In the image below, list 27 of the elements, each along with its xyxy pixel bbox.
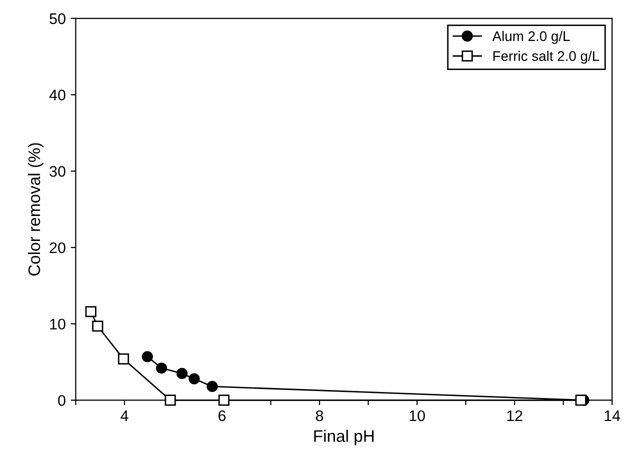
y-tick-label: 40 (49, 90, 66, 100)
point (218, 394, 230, 406)
point (575, 394, 586, 406)
x-tick-label: 4 (120, 410, 128, 421)
point (164, 394, 176, 406)
point (142, 351, 153, 362)
x-axis-title: Final pH (314, 430, 374, 446)
y-tick-label: 20 (50, 242, 66, 254)
point (118, 353, 130, 365)
y-tick-label: 0 (58, 395, 66, 406)
y-tick-label: 30 (50, 166, 66, 177)
x-tick-label: 6 (218, 410, 226, 422)
point (188, 373, 200, 384)
x-tick-label: 8 (316, 410, 324, 422)
point (176, 368, 188, 380)
y-tick-label: 50 (50, 13, 66, 24)
point (156, 362, 168, 374)
y-tick-label: 10 (50, 318, 66, 330)
legend-label: Alum 2.0 g/L (492, 30, 570, 44)
y-axis-title: Color removal (%) (28, 143, 44, 276)
point (206, 380, 218, 392)
legend-label: Ferric salt 2.0 g/L (493, 50, 600, 64)
point (85, 306, 96, 318)
point (92, 320, 104, 332)
x-tick-label: 12 (507, 410, 522, 421)
x-tick-label: 10 (410, 410, 425, 422)
x-tick-label: 14 (604, 410, 620, 421)
